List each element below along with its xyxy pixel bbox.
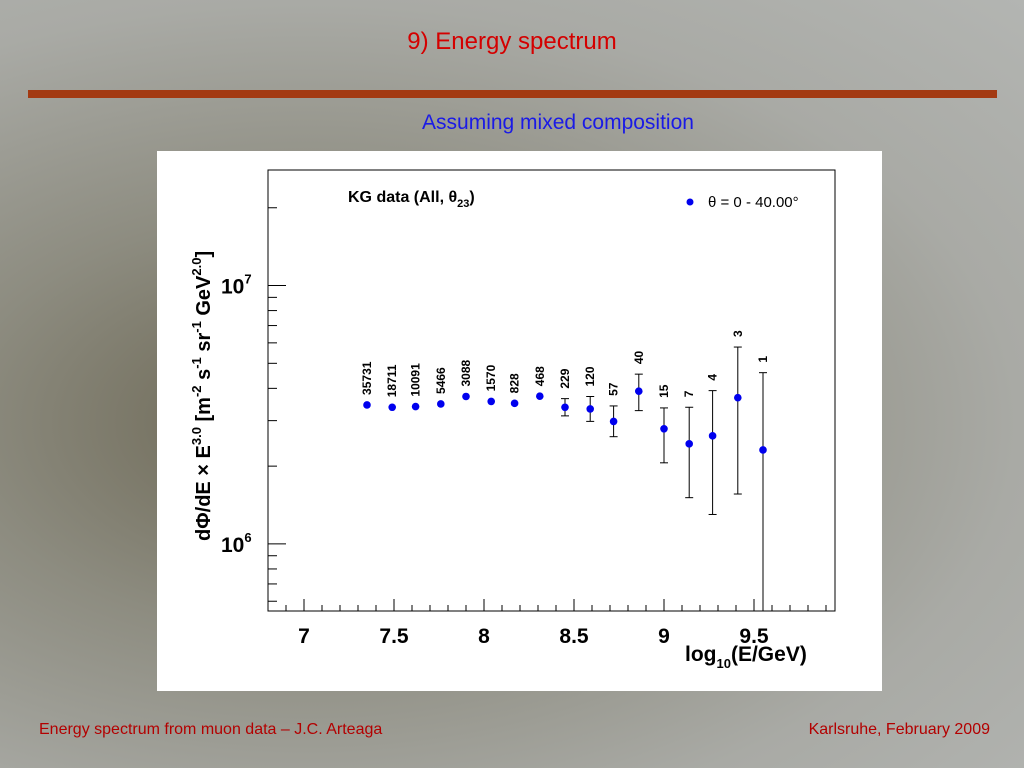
count-label: 120 [583, 366, 597, 386]
count-label: 3 [731, 330, 745, 337]
y-tick-label: 107 [221, 272, 252, 299]
data-point [734, 393, 742, 402]
count-label: 3088 [459, 359, 473, 386]
count-label: 10091 [409, 363, 423, 397]
count-label: 1 [756, 356, 770, 363]
title-rule [28, 90, 997, 98]
count-label: 1570 [484, 364, 498, 391]
data-point [685, 440, 693, 448]
plot-panel: 106 107 7 7.5 8 8.5 9 9.5 35731 18711 10091 5466 3… [157, 151, 882, 691]
data-point [363, 401, 371, 409]
count-label: 828 [508, 373, 522, 393]
y-tick-label: 106 [221, 530, 252, 557]
count-label: 468 [533, 366, 547, 386]
data-point [462, 392, 470, 401]
chart-annotation: KG data (All, θ23) [348, 189, 475, 210]
data-point [708, 432, 717, 440]
data-point [510, 399, 519, 408]
data-point [586, 405, 594, 413]
data-point [388, 403, 396, 412]
count-label: 7 [682, 390, 696, 397]
data-point [759, 446, 767, 454]
data-point [635, 387, 643, 395]
data-point [609, 417, 618, 426]
count-label: 57 [607, 382, 621, 396]
x-tick-label: 7.5 [379, 625, 409, 648]
slide-title: 9) Energy spectrum [407, 28, 617, 55]
x-tick-label: 7 [298, 625, 310, 648]
data-points: 35731 18711 10091 5466 3088 1570 828 468 229 120 5… [360, 330, 770, 611]
count-label: 15 [657, 384, 671, 398]
data-point [561, 403, 569, 412]
y-axis-label: dΦ/dE × E3.0 [m-2 s-1 sr-1 GeV2.0] [189, 251, 215, 541]
data-point [660, 424, 668, 433]
count-label: 18711 [385, 364, 399, 397]
x-axis-label: log10(E/GeV) [685, 643, 807, 671]
x-tick-label: 9.5 [739, 625, 769, 648]
legend-entry: θ = 0 - 40.00° [708, 194, 799, 211]
x-ticks: 7 7.5 8 8.5 9 9.5 [285, 599, 827, 648]
data-point [536, 392, 544, 400]
y-ticks: 106 107 [221, 207, 286, 602]
x-tick-label: 8.5 [559, 625, 589, 648]
slide-subtitle: Assuming mixed composition [422, 111, 694, 134]
count-label: 229 [558, 368, 572, 388]
data-point [487, 397, 496, 406]
footer-left: Energy spectrum from muon data – J.C. Ar… [39, 721, 383, 738]
data-point [411, 402, 420, 411]
count-label: 4 [706, 374, 720, 381]
data-point [437, 400, 445, 408]
footer-right: Karlsruhe, February 2009 [808, 721, 990, 738]
x-tick-label: 9 [658, 625, 670, 648]
plot-frame [267, 169, 836, 612]
x-tick-label: 8 [478, 625, 490, 648]
count-label: 5466 [434, 367, 448, 394]
count-label: 35731 [360, 361, 374, 395]
legend-marker [686, 198, 694, 206]
count-label: 40 [632, 350, 646, 364]
